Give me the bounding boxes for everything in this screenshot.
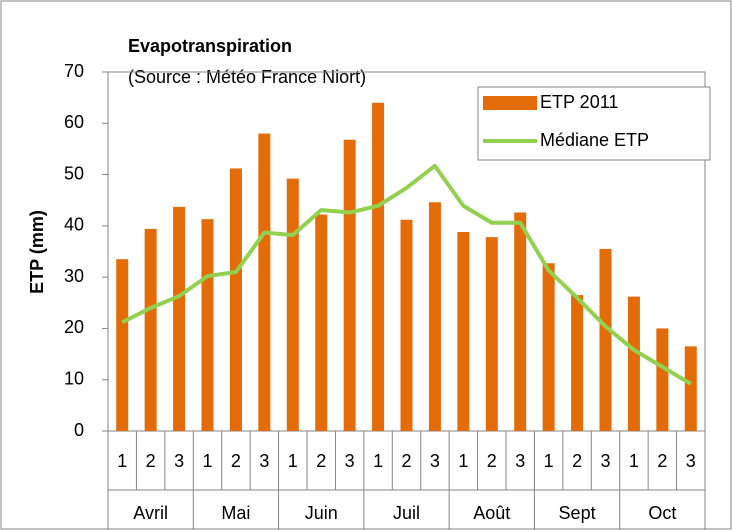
bar bbox=[656, 328, 669, 431]
x-tick-label: 3 bbox=[259, 451, 269, 471]
x-group-label: Avril bbox=[133, 503, 168, 523]
x-group-label: Mai bbox=[221, 503, 250, 523]
x-tick-label: 2 bbox=[146, 451, 156, 471]
bar bbox=[428, 202, 441, 431]
x-tick-label: 3 bbox=[600, 451, 610, 471]
chart-title: Evapotranspiration bbox=[128, 36, 292, 56]
y-tick-label: 70 bbox=[64, 61, 84, 81]
y-tick-label: 60 bbox=[64, 112, 84, 132]
bar bbox=[258, 133, 271, 432]
y-tick-label: 10 bbox=[64, 368, 84, 388]
y-axis-label: ETP (mm) bbox=[27, 210, 47, 294]
x-tick-label: 3 bbox=[345, 451, 355, 471]
bar bbox=[684, 346, 697, 431]
x-tick-label: 3 bbox=[686, 451, 696, 471]
y-tick-label: 0 bbox=[74, 420, 84, 440]
x-tick-label: 1 bbox=[629, 451, 639, 471]
x-group-label: Juil bbox=[393, 503, 420, 523]
x-group-label: Sept bbox=[559, 503, 596, 523]
bar bbox=[485, 237, 498, 431]
y-tick-label: 40 bbox=[64, 215, 84, 235]
bar bbox=[173, 206, 186, 431]
bar bbox=[201, 219, 214, 431]
legend-label: Médiane ETP bbox=[540, 130, 649, 150]
bar bbox=[286, 178, 299, 431]
x-tick-label: 2 bbox=[231, 451, 241, 471]
y-tick-label: 50 bbox=[64, 163, 84, 183]
bar bbox=[627, 296, 640, 431]
x-tick-label: 2 bbox=[401, 451, 411, 471]
x-tick-label: 1 bbox=[544, 451, 554, 471]
bar bbox=[571, 295, 584, 431]
line bbox=[121, 163, 692, 386]
x-tick-label: 1 bbox=[202, 451, 212, 471]
bar bbox=[144, 228, 157, 431]
x-tick-label: 2 bbox=[487, 451, 497, 471]
x-tick-label: 1 bbox=[458, 451, 468, 471]
y-tick-label: 20 bbox=[64, 317, 84, 337]
x-group-label: Juin bbox=[305, 503, 338, 523]
x-tick-label: 1 bbox=[373, 451, 383, 471]
bar bbox=[400, 219, 413, 431]
bar bbox=[457, 232, 470, 431]
legend-swatch bbox=[483, 96, 537, 110]
x-group-label: Août bbox=[473, 503, 510, 523]
bar bbox=[315, 214, 328, 431]
bar bbox=[229, 168, 242, 431]
legend-label: ETP 2011 bbox=[540, 92, 618, 112]
bar bbox=[116, 259, 129, 431]
x-tick-label: 3 bbox=[515, 451, 525, 471]
x-tick-label: 3 bbox=[430, 451, 440, 471]
x-group-label: Oct bbox=[648, 503, 676, 523]
x-tick-label: 2 bbox=[572, 451, 582, 471]
x-tick-label: 2 bbox=[657, 451, 667, 471]
bar bbox=[599, 248, 612, 431]
y-tick-label: 30 bbox=[64, 266, 84, 286]
bar bbox=[343, 139, 356, 431]
x-tick-label: 2 bbox=[316, 451, 326, 471]
chart-subtitle: (Source : Météo France Niort) bbox=[128, 67, 366, 87]
x-tick-label: 1 bbox=[117, 451, 127, 471]
bar bbox=[542, 263, 555, 431]
bar bbox=[514, 212, 527, 431]
x-tick-label: 3 bbox=[174, 451, 184, 471]
bar bbox=[372, 102, 385, 432]
x-tick-label: 1 bbox=[288, 451, 298, 471]
